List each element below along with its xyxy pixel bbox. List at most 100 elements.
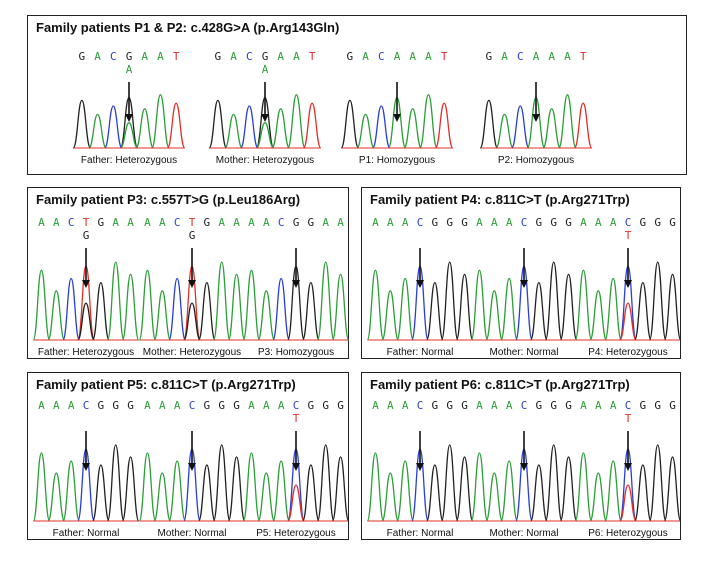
peak bbox=[663, 273, 682, 341]
base-call: A bbox=[387, 399, 394, 412]
base-call: G bbox=[536, 399, 543, 412]
panel-title: Family patient P4: c.811C>T (p.Arg271Trp… bbox=[370, 192, 630, 207]
peak bbox=[32, 269, 51, 341]
mutant-peak bbox=[255, 122, 275, 149]
peak bbox=[257, 290, 276, 341]
base-call: G bbox=[446, 399, 453, 412]
base-call: A bbox=[580, 399, 587, 412]
base-call: A bbox=[159, 216, 166, 229]
caption: Mother: Normal bbox=[490, 347, 559, 358]
peak bbox=[212, 444, 231, 522]
caption: P5: Heterozygous bbox=[256, 528, 336, 539]
base-call: A bbox=[159, 399, 166, 412]
peak bbox=[62, 460, 80, 522]
base-call: G bbox=[669, 399, 676, 412]
peak bbox=[648, 444, 667, 522]
mutant-peak bbox=[77, 302, 95, 341]
peak bbox=[663, 456, 682, 522]
base-call: G bbox=[262, 50, 269, 63]
mutant-peak bbox=[287, 484, 305, 522]
peak bbox=[138, 269, 157, 341]
caption: Father: Normal bbox=[387, 528, 454, 539]
base-call: G bbox=[215, 50, 222, 63]
arrow-head bbox=[520, 280, 528, 288]
peak bbox=[558, 94, 577, 149]
base-call: C bbox=[278, 216, 285, 229]
base-call: A bbox=[230, 50, 237, 63]
peak bbox=[106, 444, 125, 522]
peak bbox=[92, 281, 110, 341]
base-call: G bbox=[654, 216, 661, 229]
arrow-head bbox=[261, 114, 269, 122]
arrow-head bbox=[624, 463, 632, 471]
base-call: G bbox=[233, 399, 240, 412]
peak bbox=[426, 281, 444, 341]
arrow-head bbox=[624, 280, 632, 288]
peak bbox=[138, 452, 157, 522]
base-call: C bbox=[378, 50, 385, 63]
arrow-head bbox=[416, 280, 424, 288]
base-call: A bbox=[372, 216, 379, 229]
peak bbox=[426, 464, 444, 522]
caption: Father: Heterozygous bbox=[38, 347, 134, 358]
base-call: G bbox=[654, 399, 661, 412]
chromatogram: G A C A A A TP2: Homozygous bbox=[479, 50, 593, 166]
base-call: T bbox=[83, 216, 90, 229]
peak bbox=[589, 472, 608, 522]
base-call: A bbox=[248, 216, 255, 229]
arrow-head bbox=[82, 280, 90, 288]
mutant-base: G bbox=[189, 229, 196, 242]
arrow-head bbox=[292, 280, 300, 288]
caption: Father: Normal bbox=[387, 347, 454, 358]
peak bbox=[331, 273, 350, 341]
chromatogram: A A C G G A AP3: Homozygous bbox=[242, 216, 350, 358]
peak bbox=[559, 273, 578, 341]
peak bbox=[604, 277, 622, 341]
base-call: G bbox=[565, 216, 572, 229]
peak bbox=[153, 472, 172, 522]
base-call: A bbox=[293, 50, 300, 63]
peak bbox=[272, 277, 290, 341]
peak bbox=[470, 452, 489, 522]
peak bbox=[227, 273, 246, 341]
peak bbox=[634, 464, 652, 522]
base-call: G bbox=[322, 399, 329, 412]
peak bbox=[242, 269, 261, 341]
peak bbox=[574, 269, 593, 341]
base-call: G bbox=[98, 216, 105, 229]
peak bbox=[511, 105, 530, 149]
peak bbox=[72, 99, 92, 149]
base-call: C bbox=[83, 399, 90, 412]
peak bbox=[331, 456, 350, 522]
peak bbox=[470, 269, 489, 341]
base-call: G bbox=[112, 399, 119, 412]
base-call: C bbox=[521, 216, 528, 229]
base-call: G bbox=[308, 399, 315, 412]
mutant-base: G bbox=[83, 229, 90, 242]
panel-p5: Family patient P5: c.811C>T (p.Arg271Trp… bbox=[27, 372, 350, 540]
base-call: G bbox=[550, 399, 557, 412]
peak bbox=[257, 472, 276, 522]
peak bbox=[32, 452, 51, 522]
base-call: A bbox=[409, 50, 416, 63]
mutant-base: T bbox=[625, 229, 632, 242]
peak bbox=[495, 113, 514, 149]
caption: P4: Heterozygous bbox=[588, 347, 668, 358]
peak bbox=[440, 261, 459, 341]
base-call: A bbox=[387, 216, 394, 229]
peak bbox=[366, 269, 385, 341]
base-call: G bbox=[337, 399, 344, 412]
caption: Mother: Normal bbox=[490, 528, 559, 539]
base-call: C bbox=[174, 216, 181, 229]
base-call: C bbox=[625, 399, 632, 412]
peak bbox=[455, 273, 474, 341]
peak bbox=[62, 277, 80, 341]
base-call: A bbox=[362, 50, 369, 63]
peak bbox=[302, 464, 320, 522]
base-call: A bbox=[53, 399, 60, 412]
base-call: A bbox=[533, 50, 540, 63]
